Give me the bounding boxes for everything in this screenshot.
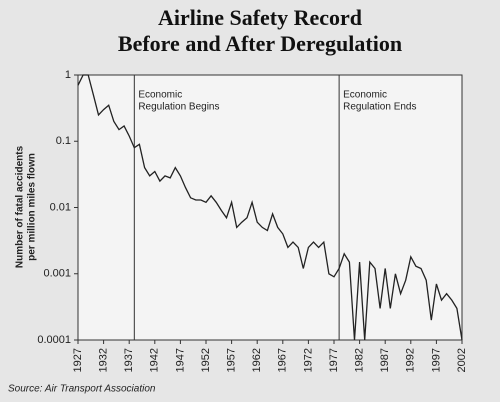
x-tick-label: 1937: [123, 348, 135, 372]
annotation-text: Regulation Ends: [343, 102, 416, 113]
x-tick-label: 1932: [98, 348, 110, 372]
x-tick-label: 1982: [354, 348, 366, 372]
x-tick-label: 1962: [251, 348, 263, 372]
x-tick-label: 1947: [174, 348, 186, 372]
x-tick-label: 1927: [72, 348, 84, 372]
x-tick-label: 1972: [302, 348, 314, 372]
plot-area: [77, 74, 463, 341]
source-note: Source: Air Transport Association: [8, 384, 156, 395]
y-tick-label: 0.001: [43, 268, 71, 280]
x-tick-label: 1952: [200, 348, 212, 372]
x-tick-label: 1942: [149, 348, 161, 372]
x-tick-label: 1977: [328, 348, 340, 372]
y-tick-label: 1: [65, 69, 71, 81]
x-tick-label: 1967: [277, 348, 289, 372]
annotation-text: Regulation Begins: [138, 102, 219, 113]
x-tick-label: 1957: [226, 348, 238, 372]
y-axis-label: per million miles flown: [27, 153, 38, 261]
x-tick-label: 2002: [456, 348, 468, 372]
y-axis-label: Number of fatal accidents: [15, 145, 26, 268]
x-tick-label: 1992: [405, 348, 417, 372]
y-tick-label: 0.1: [56, 135, 71, 147]
annotation-text: Economic: [138, 90, 182, 101]
x-tick-label: 1987: [379, 348, 391, 372]
chart-title: Before and After Deregulation: [118, 31, 402, 56]
x-tick-label: 1997: [430, 348, 442, 372]
data-line: [77, 74, 463, 341]
chart-title: Airline Safety Record: [158, 5, 362, 30]
y-tick-label: 0.0001: [37, 334, 71, 346]
annotation-text: Economic: [343, 90, 387, 101]
y-tick-label: 0.01: [50, 201, 71, 213]
